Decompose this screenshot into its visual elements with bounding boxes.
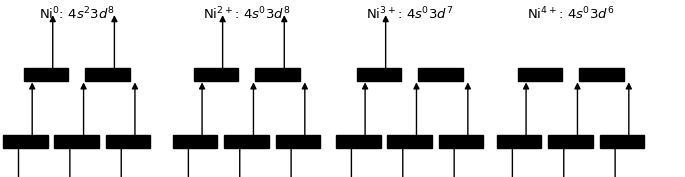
Bar — [105, 135, 150, 148]
Bar — [193, 68, 238, 81]
Bar — [55, 135, 99, 148]
Bar — [336, 135, 381, 148]
Text: Ni$^{0}$: 4$s^{2}$3$d^{8}$: Ni$^{0}$: 4$s^{2}$3$d^{8}$ — [39, 6, 114, 22]
Text: Ni$^{4+}$: 4$s^{0}$3$d^{6}$: Ni$^{4+}$: 4$s^{0}$3$d^{6}$ — [527, 6, 614, 22]
Bar — [579, 68, 624, 81]
Text: Ni$^{2+}$: 4$s^{0}$3$d^{8}$: Ni$^{2+}$: 4$s^{0}$3$d^{8}$ — [203, 6, 290, 22]
Bar — [225, 135, 269, 148]
Bar — [23, 68, 68, 81]
Bar — [600, 135, 644, 148]
Bar — [497, 135, 541, 148]
Bar — [517, 68, 562, 81]
Bar — [275, 135, 320, 148]
Bar — [388, 135, 432, 148]
Bar — [356, 68, 401, 81]
Bar — [438, 135, 483, 148]
Bar — [85, 68, 130, 81]
Text: Ni$^{3+}$: 4$s^{0}$3$d^{7}$: Ni$^{3+}$: 4$s^{0}$3$d^{7}$ — [366, 6, 453, 22]
Bar — [3, 135, 47, 148]
Bar — [255, 68, 299, 81]
Bar — [173, 135, 217, 148]
Bar — [418, 68, 463, 81]
Bar — [548, 135, 593, 148]
